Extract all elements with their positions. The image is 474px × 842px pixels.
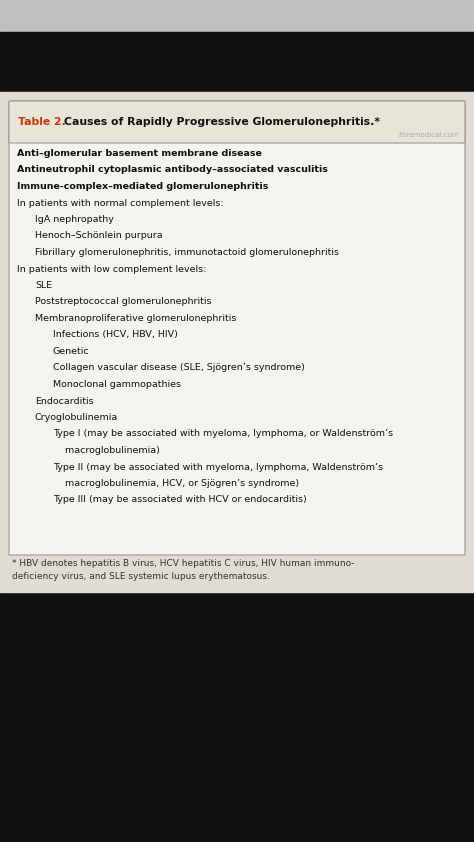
Text: Infections (HCV, HBV, HIV): Infections (HCV, HBV, HIV) (53, 331, 178, 339)
Text: * HBV denotes hepatitis B virus, HCV hepatitis C virus, HIV human immuno-: * HBV denotes hepatitis B virus, HCV hep… (12, 559, 355, 568)
Text: Type II (may be associated with myeloma, lymphoma, Waldenström’s: Type II (may be associated with myeloma,… (53, 462, 383, 472)
Text: Collagen vascular disease (SLE, Sjögren’s syndrome): Collagen vascular disease (SLE, Sjögren’… (53, 364, 305, 372)
Text: Immune-complex–mediated glomerulonephritis: Immune-complex–mediated glomerulonephrit… (17, 182, 268, 191)
FancyBboxPatch shape (9, 101, 465, 555)
Text: Fibrillary glomerulonephritis, immunotactoid glomerulonephritis: Fibrillary glomerulonephritis, immunotac… (35, 248, 339, 257)
Text: Monoclonal gammopathies: Monoclonal gammopathies (53, 380, 181, 389)
Text: Causes of Rapidly Progressive Glomerulonephritis.*: Causes of Rapidly Progressive Glomerulon… (64, 117, 380, 127)
Text: Antineutrophil cytoplasmic antibody–associated vasculitis: Antineutrophil cytoplasmic antibody–asso… (17, 166, 328, 174)
Text: deficiency virus, and SLE systemic lupus erythematosus.: deficiency virus, and SLE systemic lupus… (12, 572, 270, 581)
Bar (0, 592, 474, 842)
Text: Anti–glomerular basement membrane disease: Anti–glomerular basement membrane diseas… (17, 149, 262, 158)
Text: Cryoglobulinemia: Cryoglobulinemia (35, 413, 118, 422)
Text: Table 2.: Table 2. (18, 117, 70, 127)
Text: Membranoproliferative glomerulonephritis: Membranoproliferative glomerulonephritis (35, 314, 237, 323)
Text: Type III (may be associated with HCV or endocarditis): Type III (may be associated with HCV or … (53, 495, 307, 504)
Text: macroglobulinemia, HCV, or Sjögren’s syndrome): macroglobulinemia, HCV, or Sjögren’s syn… (53, 479, 299, 488)
Text: Endocarditis: Endocarditis (35, 397, 94, 406)
Text: IgA nephropathy: IgA nephropathy (35, 215, 114, 224)
Text: SLE: SLE (35, 281, 52, 290)
Bar (0, 0, 474, 32)
Text: macroglobulinemia): macroglobulinemia) (53, 446, 160, 455)
Text: Type I (may be associated with myeloma, lymphoma, or Waldenström’s: Type I (may be associated with myeloma, … (53, 429, 393, 439)
Text: In patients with low complement levels:: In patients with low complement levels: (17, 264, 206, 274)
Bar (0, 32, 474, 92)
Text: Poststreptococcal glomerulonephritis: Poststreptococcal glomerulonephritis (35, 297, 211, 306)
Bar (0, 92, 474, 592)
FancyBboxPatch shape (9, 101, 465, 143)
Text: libremedical.com: libremedical.com (398, 132, 459, 138)
Text: Genetic: Genetic (53, 347, 90, 356)
Text: Henoch–Schönlein purpura: Henoch–Schönlein purpura (35, 232, 163, 241)
Text: In patients with normal complement levels:: In patients with normal complement level… (17, 199, 224, 207)
